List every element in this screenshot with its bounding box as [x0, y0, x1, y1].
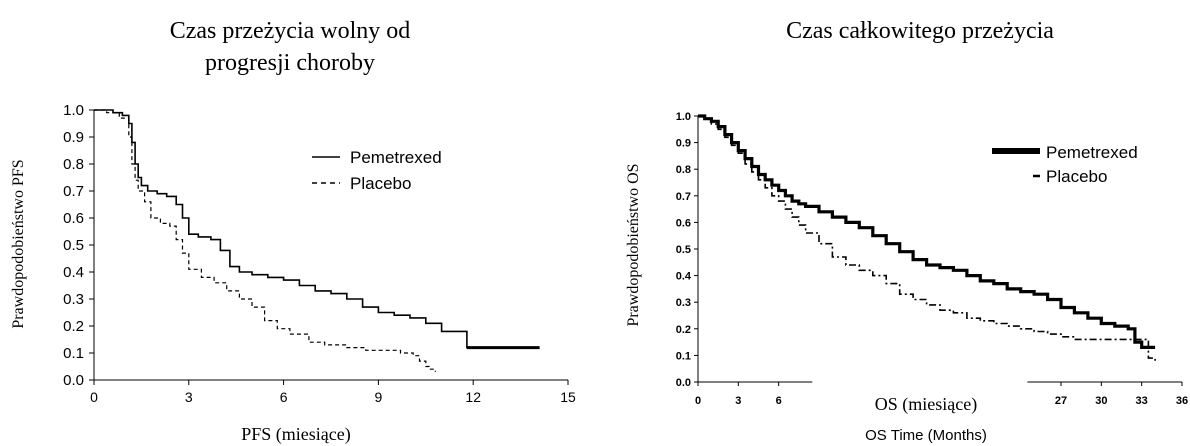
os-series-pemetrexed	[698, 114, 1156, 349]
os-y-tick-label: 0.4	[676, 271, 692, 283]
pfs-y-tick-label: 0.1	[63, 345, 84, 362]
os-x-tick-label: 3	[735, 395, 741, 407]
os-x-tick-label: 0	[695, 395, 701, 407]
pfs-y-tick-label: 0.7	[63, 183, 84, 200]
os-x-tick-label: 6	[776, 395, 782, 407]
os-y-tick-label: 0.1	[676, 350, 691, 362]
os-x-tick-label: 36	[1176, 395, 1188, 407]
os-y-tick-label: 0.5	[676, 244, 691, 256]
pfs-legend: Pemetrexed Placebo	[312, 148, 442, 193]
pfs-legend-label-pemetrexed: Pemetrexed	[350, 148, 442, 167]
os-x-tick-label: 27	[1055, 395, 1067, 407]
pfs-y-tick-label: 1.0	[63, 102, 84, 119]
os-legend-label-placebo: Placebo	[1046, 167, 1107, 186]
pfs-x-tick-label: 15	[560, 389, 576, 405]
pfs-chart: Czas przeżycia wolny od progresji chorob…	[10, 18, 576, 445]
os-x-tick-label: 30	[1095, 395, 1107, 407]
os-y-tick-label: 0.2	[676, 324, 691, 336]
pfs-y-tick-label: 0.3	[63, 291, 84, 308]
pfs-series-placebo	[94, 109, 436, 372]
pfs-x-tick-label: 9	[375, 389, 383, 405]
os-y-tick-label: 0.6	[676, 217, 691, 229]
os-x-axis-label-secondary: OS Time (Months)	[865, 427, 987, 444]
os-axes: 0.00.10.20.30.40.50.60.70.80.91.00 3 6 27 30…	[676, 111, 1188, 407]
pfs-title-line-2: progresji choroby	[205, 50, 375, 76]
pfs-y-tick-label: 0.5	[63, 237, 84, 254]
os-legend-label-pemetrexed: Pemetrexed	[1046, 143, 1138, 162]
os-series-placebo	[698, 115, 1156, 361]
pfs-x-tick-label: 3	[185, 389, 193, 405]
os-legend: Pemetrexed Placebo	[992, 143, 1138, 186]
pfs-y-tick-label: 0.2	[63, 318, 84, 335]
pfs-axes: 0.0 0.1 0.2 0.3 0.4 0.5 0.6 0.7 0.8 0.9 1.0 0 3 6 9 12 1…	[63, 102, 576, 405]
os-y-tick-label: 0.0	[676, 377, 691, 389]
pfs-y-tick-label: 0.9	[63, 129, 84, 146]
pfs-x-tick-label: 12	[465, 389, 481, 405]
os-y-tick-label: 0.3	[676, 297, 691, 309]
os-y-tick-label: 1.0	[676, 111, 691, 123]
pfs-x-axis-label: PFS (miesiące)	[241, 424, 351, 445]
os-y-axis-label: Prawdopodobieństwo OS	[625, 163, 642, 326]
os-y-tick-label: 0.9	[676, 138, 691, 150]
pfs-y-tick-label: 0.0	[63, 372, 84, 389]
os-x-tick-label: 33	[1136, 395, 1148, 407]
pfs-y-tick-label: 0.6	[63, 210, 84, 227]
pfs-y-axis-label: Prawdopodobieństwo PFS	[10, 159, 27, 328]
pfs-x-tick-label: 6	[280, 389, 288, 405]
pfs-y-tick-label: 0.8	[63, 156, 84, 173]
pfs-legend-label-placebo: Placebo	[350, 174, 411, 193]
pfs-title-line-1: Czas przeżycia wolny od	[170, 18, 411, 44]
pfs-series-pemetrexed	[94, 109, 540, 349]
os-x-axis-label: OS (miesiące)	[875, 394, 977, 415]
os-series	[698, 114, 1156, 361]
os-title: Czas całkowitego przeżycia	[786, 18, 1054, 44]
os-chart: Czas całkowitego przeżycia Prawdopodobie…	[625, 18, 1188, 444]
pfs-x-tick-label: 0	[90, 389, 98, 405]
os-y-tick-label: 0.7	[676, 191, 691, 203]
os-y-tick-label: 0.8	[676, 164, 691, 176]
pfs-y-tick-label: 0.4	[63, 264, 84, 281]
pfs-series	[94, 109, 540, 372]
